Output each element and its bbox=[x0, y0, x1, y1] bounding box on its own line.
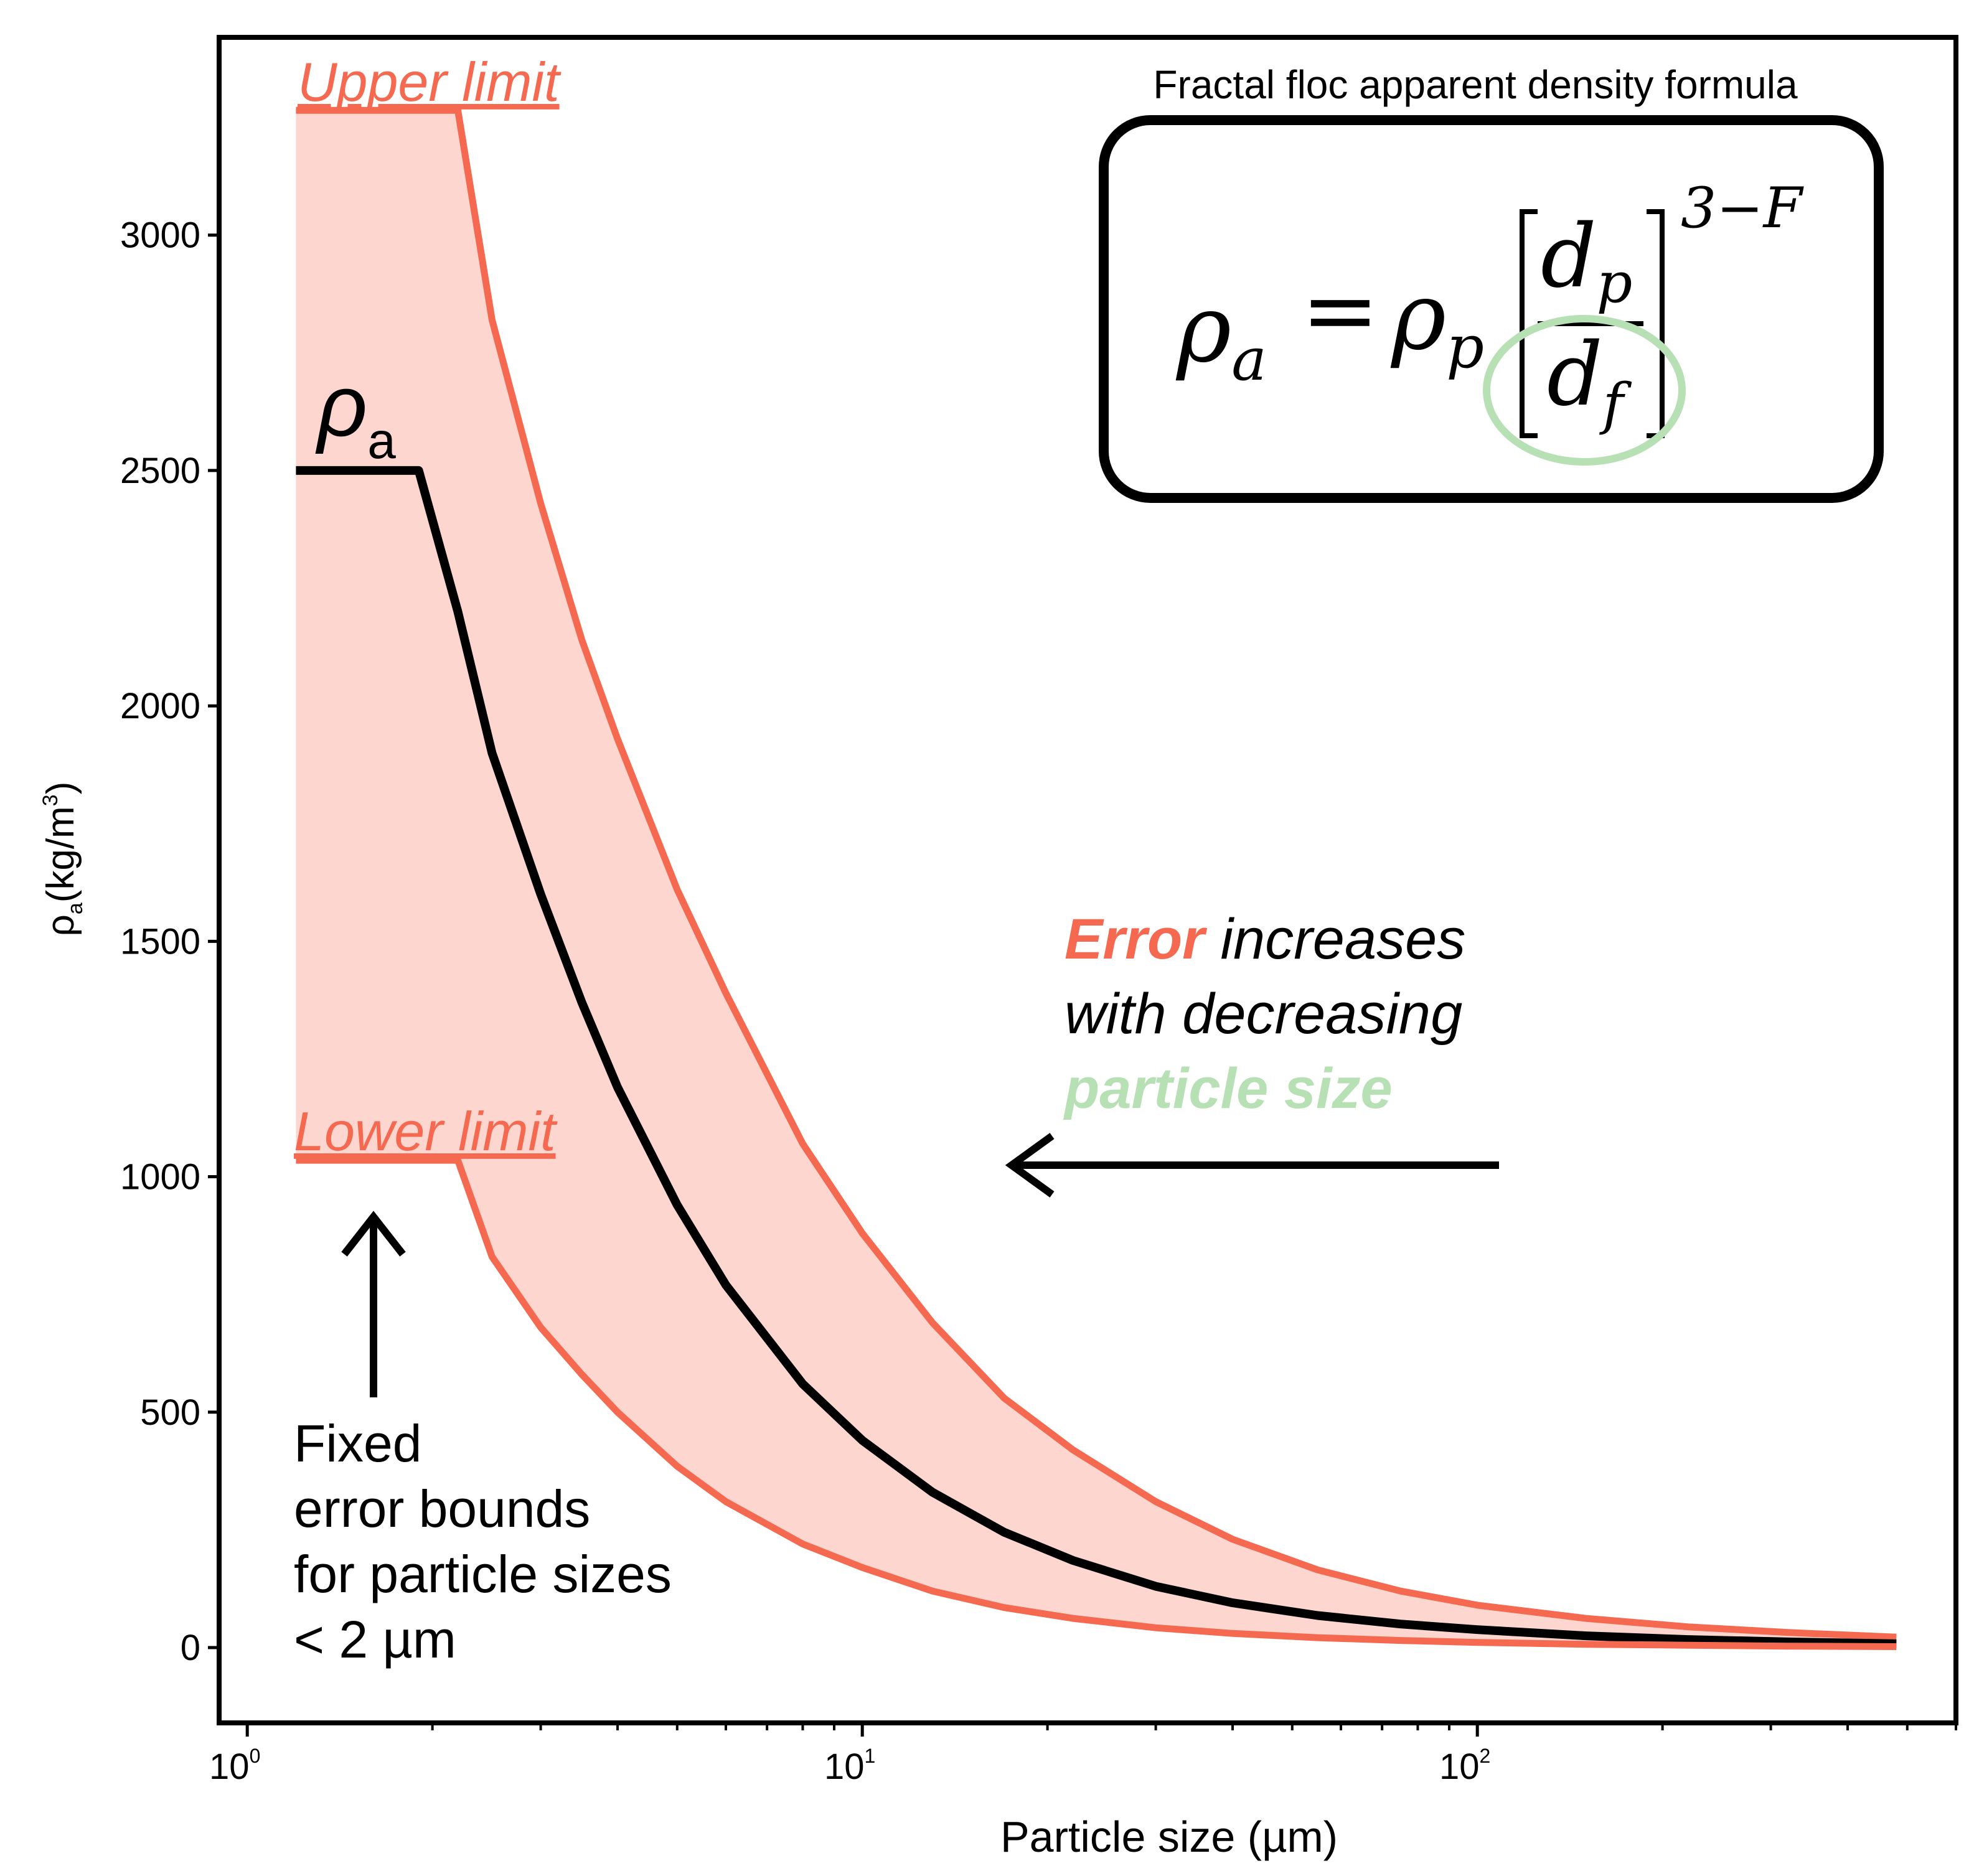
fixed-bounds-text: for particle sizes bbox=[294, 1545, 672, 1603]
y-tick-label: 1000 bbox=[120, 1157, 200, 1198]
error-word: Error bbox=[1065, 908, 1207, 971]
formula-box bbox=[1099, 115, 1884, 503]
lower-limit-label: Lower limit bbox=[294, 1100, 558, 1162]
fixed-bounds-text: Fixed bbox=[294, 1414, 421, 1473]
formula-rhs-rho: ρ bbox=[1390, 263, 1446, 371]
formula-equals: = bbox=[1301, 256, 1379, 365]
error-rest: increases bbox=[1205, 908, 1465, 971]
x-tick-label: 102 bbox=[1439, 1745, 1490, 1787]
y-label-units: (kg/m bbox=[39, 806, 82, 903]
x-tick-exponent: 0 bbox=[250, 1745, 261, 1767]
formula-lhs-sub: a bbox=[1231, 326, 1267, 394]
formula-denominator-d: d bbox=[1547, 324, 1603, 426]
y-tick-label: 2500 bbox=[120, 451, 200, 491]
rho-a-label-main: ρ bbox=[315, 357, 367, 454]
formula-highlight-circle bbox=[1483, 315, 1686, 466]
fixed-bounds-arrow-head bbox=[341, 1211, 406, 1257]
y-label-close: ) bbox=[39, 782, 82, 795]
x-tick-base: 10 bbox=[824, 1747, 865, 1787]
error-annotation-line3: particle size bbox=[1063, 1057, 1393, 1120]
x-tick-base: 10 bbox=[209, 1747, 250, 1787]
y-tick-label: 0 bbox=[181, 1628, 200, 1668]
y-label-sub: a bbox=[63, 903, 87, 914]
y-tick-label: 2000 bbox=[120, 686, 200, 726]
x-tick-base: 10 bbox=[1439, 1747, 1480, 1787]
fixed-bounds-text: < 2 µm bbox=[294, 1610, 456, 1669]
x-tick-label: 101 bbox=[824, 1745, 875, 1787]
x-tick-label: 100 bbox=[209, 1745, 260, 1787]
lower-limit-line bbox=[296, 1156, 1897, 1650]
fixed-bounds-text: error bounds bbox=[294, 1480, 590, 1538]
y-label-rho: ρ bbox=[39, 914, 82, 936]
formula-numerator-d: d bbox=[1541, 206, 1597, 307]
decreasing-size-arrow-head bbox=[1005, 1133, 1055, 1198]
y-tick-label: 1500 bbox=[120, 921, 200, 962]
formula-left-bracket bbox=[1520, 209, 1538, 438]
x-tick-exponent: 1 bbox=[865, 1745, 876, 1767]
formula-caption: Fractal floc apparent density formula bbox=[1153, 62, 1798, 107]
y-axis-label: ρa(kg/m3) bbox=[39, 782, 87, 937]
formula-exponent: 3−F bbox=[1681, 176, 1805, 241]
plot-layer bbox=[296, 106, 1897, 1650]
x-axis-label: Particle size (µm) bbox=[1000, 1813, 1338, 1861]
upper-limit-label: Upper limit bbox=[298, 51, 562, 113]
error-annotation-line1: Error increases bbox=[1065, 908, 1465, 971]
plot-frame bbox=[217, 35, 1958, 1725]
error-annotation-line2: with decreasing bbox=[1065, 982, 1462, 1046]
y-label-sup: 3 bbox=[39, 794, 62, 806]
x-tick-exponent: 2 bbox=[1480, 1745, 1491, 1767]
formula-numerator: dp bbox=[1541, 206, 1632, 316]
y-tick-label: 500 bbox=[140, 1392, 200, 1433]
rho-a-label: ρa bbox=[315, 357, 396, 469]
formula-rhs: ρp bbox=[1390, 263, 1484, 382]
formula-lhs: ρa bbox=[1175, 275, 1267, 394]
rho-a-line bbox=[296, 466, 1897, 1648]
error-band bbox=[296, 110, 1897, 1647]
formula-lhs-rho: ρ bbox=[1175, 275, 1231, 383]
y-tick-label: 3000 bbox=[120, 215, 200, 256]
rho-a-label-sub: a bbox=[367, 413, 396, 469]
upper-limit-line bbox=[296, 106, 1897, 1641]
formula-rhs-sub: p bbox=[1446, 313, 1484, 382]
formula-numerator-sub: p bbox=[1597, 250, 1633, 316]
